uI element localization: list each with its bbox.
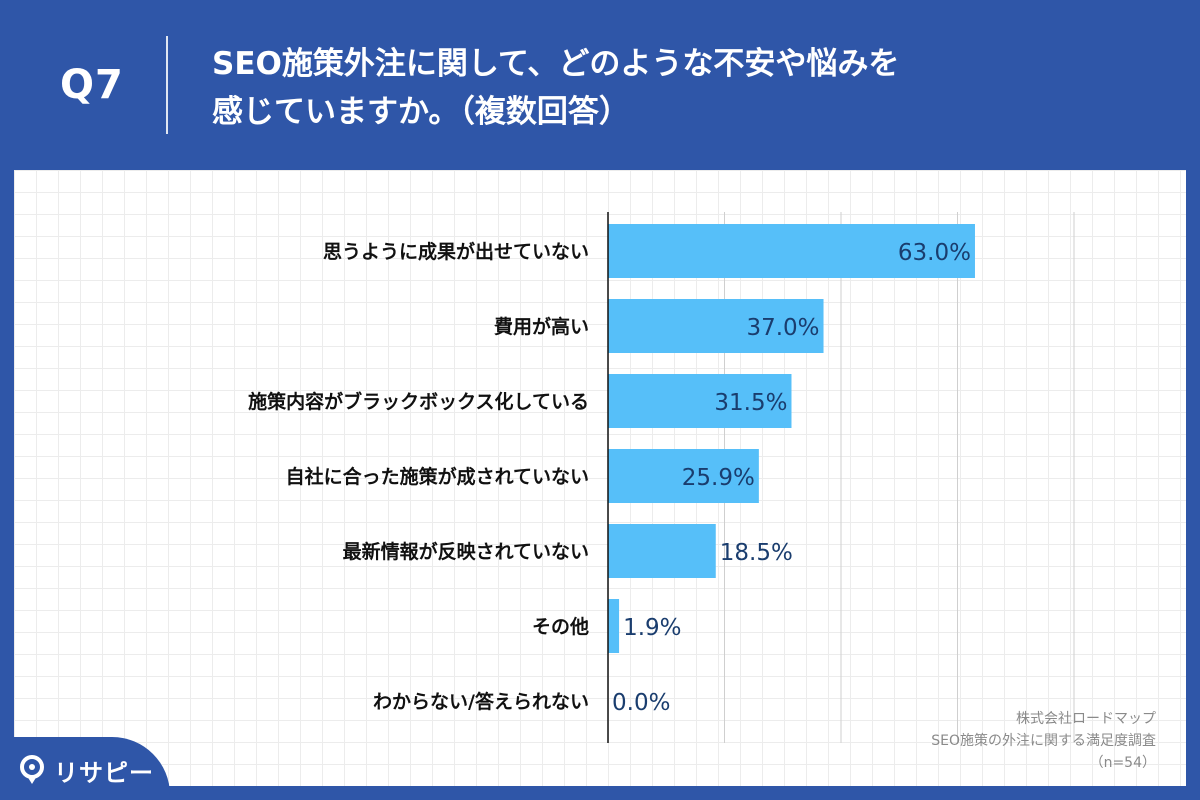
data-label: 25.9% [682,465,755,491]
bar [608,599,620,653]
question-title: SEO施策外注に関して、どのような不安や悩みを 感じていますか。（複数回答） [212,40,1112,136]
question-title-line1: SEO施策外注に関して、どのような不安や悩みを [212,46,900,82]
question-number: Q7 [60,62,124,108]
bar-chart: 思うように成果が出せていない 63.0% 費用が高い 37.0% 施策内容がブラックボッ… [248,212,1075,743]
category-label: 思うように成果が出せていない [323,240,589,263]
bar [608,374,792,428]
bar [608,449,759,503]
category-label: 施策内容がブラックボックス化している [248,390,589,413]
logo-tab [0,737,170,800]
source-note: 株式会社ロードマップ SEO施策の外注に関する満足度調査 （n=54） [756,708,1156,774]
data-label: 31.5% [714,390,787,416]
bar [608,299,824,353]
category-label: 費用が高い [494,315,589,338]
category-label: その他 [532,615,589,638]
data-label: 63.0% [898,240,971,266]
chart-panel: 思うように成果が出せていない 63.0% 費用が高い 37.0% 施策内容がブラックボッ… [14,170,1186,786]
category-label: わからない/答えられない [373,690,589,713]
speech-bubble-pin-icon [20,755,44,784]
bar [608,224,975,278]
source-company: 株式会社ロードマップ [1016,711,1156,727]
header: Q7 SEO施策外注に関して、どのような不安や悩みを 感じていますか。（複数回答… [0,0,1200,170]
category-label: 自社に合った施策が成されていない [286,465,589,488]
question-title-line2: 感じていますか。（複数回答） [212,94,630,130]
data-label: 1.9% [623,615,681,641]
logo-text: リサピー [54,758,154,787]
source-survey: SEO施策の外注に関する満足度調査 [931,733,1156,749]
source-sample-size: （n=54） [1089,755,1156,771]
category-label: 最新情報が反映されていない [343,540,589,563]
brand-logo: リサピー [18,750,154,790]
data-label: 0.0% [612,690,670,716]
data-label: 18.5% [720,540,793,566]
data-label: 37.0% [746,315,819,341]
header-divider [166,36,168,134]
bar [608,524,716,578]
